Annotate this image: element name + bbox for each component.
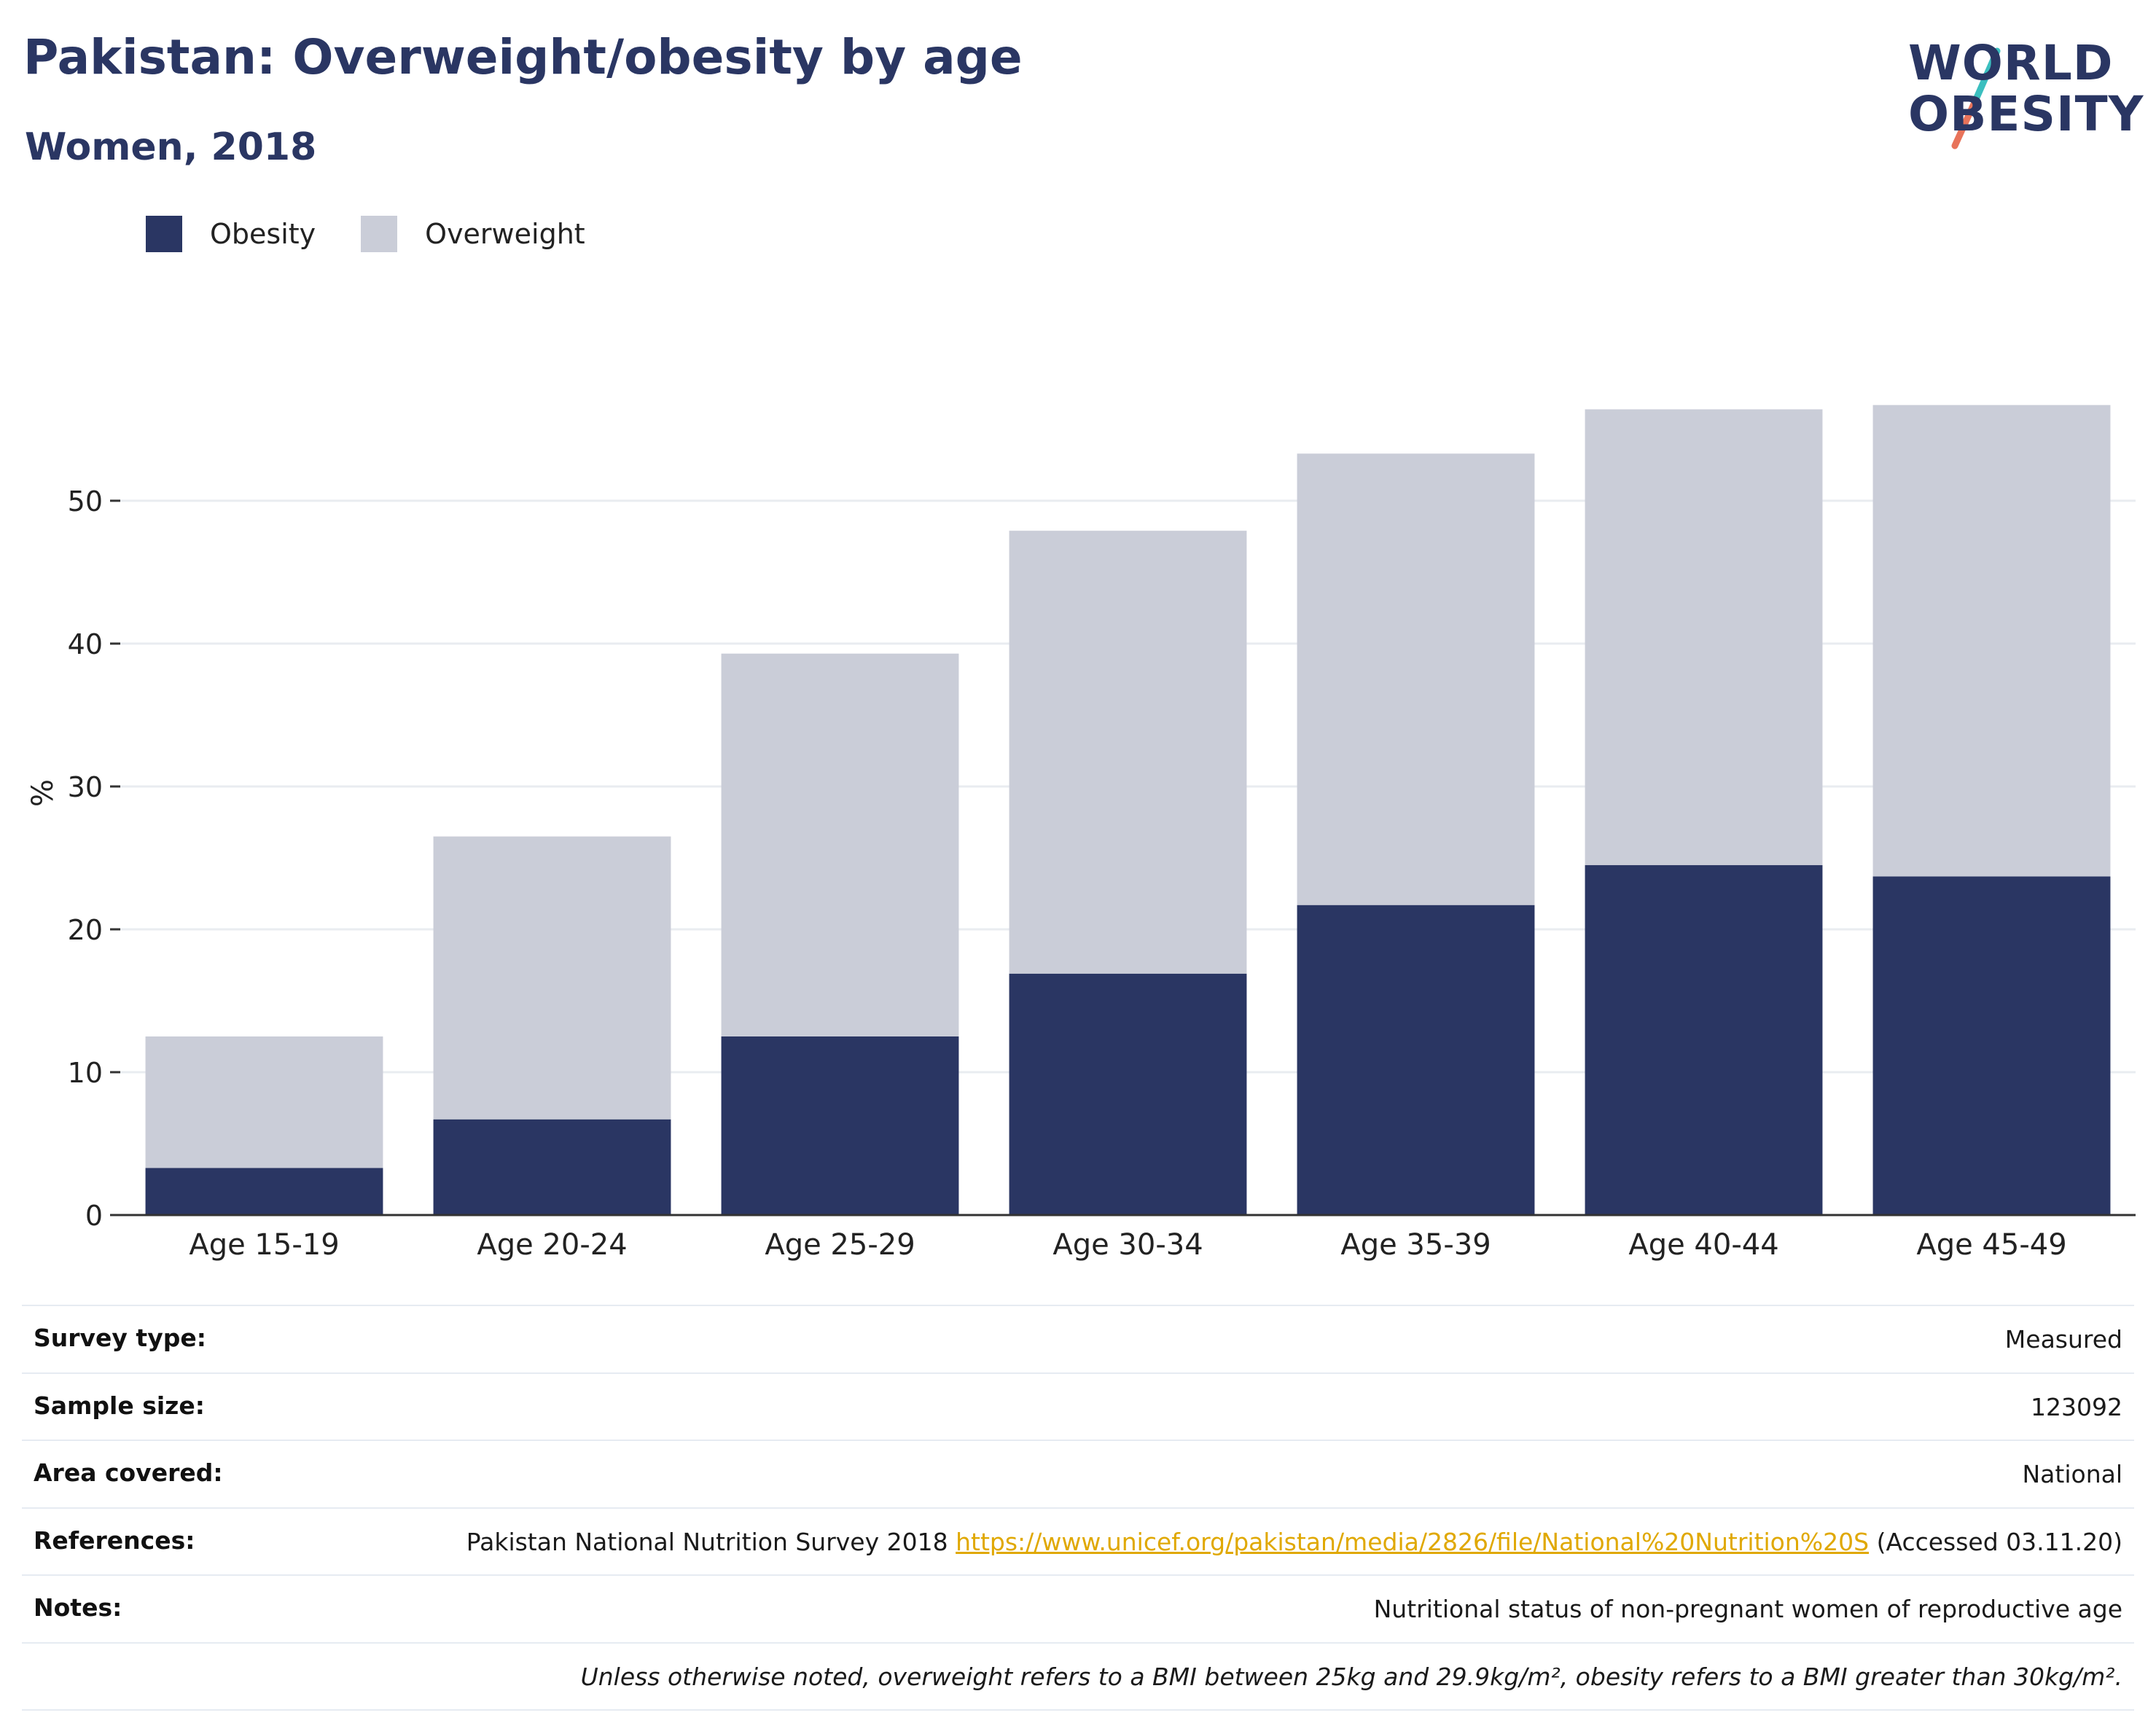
bars [145, 405, 2111, 1215]
info-key: Area covered: [34, 1458, 223, 1488]
bar-obesity-1 [145, 1168, 383, 1215]
info-row-area-covered: Area covered: National [22, 1440, 2134, 1507]
y-tick-label: 0 [85, 1200, 103, 1232]
info-row-references: References: Pakistan National Nutrition … [22, 1507, 2134, 1575]
x-tick-label: Age 30-34 [1052, 1228, 1203, 1262]
info-value: 123092 [2031, 1392, 2122, 1421]
bar-obesity-4 [1009, 973, 1247, 1215]
page-title: Pakistan: Overweight/obesity by age [23, 29, 1023, 85]
info-row-footnote: Unless otherwise noted, overweight refer… [22, 1641, 2134, 1711]
info-key: References: [34, 1526, 195, 1555]
logo-text-world: WORLD [1908, 35, 2114, 91]
bar-overweight-3 [721, 653, 959, 1036]
bmi-footnote: Unless otherwise noted, overweight refer… [580, 1662, 2122, 1691]
info-row-notes: Notes: Nutritional status of non-pregnan… [22, 1574, 2134, 1642]
legend-label-overweight: Overweight [425, 218, 585, 250]
bar-obesity-5 [1297, 905, 1535, 1215]
reference-title: Pakistan National Nutrition Survey 2018 [466, 1527, 948, 1556]
bar-obesity-6 [1585, 864, 1823, 1215]
x-tick-label: Age 25-29 [765, 1228, 915, 1262]
bar-overweight-7 [1872, 405, 2111, 877]
x-tick-label: Age 35-39 [1340, 1228, 1491, 1262]
logo-text-obesity: OBESITY [1908, 86, 2144, 142]
info-value: Nutritional status of non-pregnant women… [1373, 1595, 2122, 1624]
y-tick-label: 20 [68, 914, 103, 946]
bar-obesity-2 [433, 1119, 671, 1215]
chart-legend: Obesity Overweight [146, 216, 630, 252]
y-tick-label: 50 [68, 485, 103, 518]
reference-accessed: (Accessed 03.11.20) [1876, 1527, 2122, 1556]
bar-obesity-7 [1872, 876, 2111, 1215]
survey-info-table: Survey type: Measured Sample size: 12309… [22, 1305, 2134, 1711]
y-tick-label: 30 [68, 771, 103, 803]
stacked-bar-chart: 0 10 20 30 40 50 Age 15-19 Age 20-24 Age 25-29 Ag… [26, 405, 2136, 1262]
info-key: Sample size: [34, 1391, 205, 1420]
info-key: Notes: [34, 1593, 122, 1622]
bar-overweight-4 [1009, 531, 1247, 974]
y-tick-label: 10 [68, 1057, 103, 1089]
x-tick-label: Age 45-49 [1916, 1228, 2066, 1262]
world-obesity-logo: WORLD OBESITY [1895, 22, 2143, 153]
info-key: Survey type: [34, 1324, 206, 1352]
legend-item-overweight[interactable]: Overweight [361, 216, 585, 252]
bar-overweight-5 [1297, 453, 1535, 905]
references-value: Pakistan National Nutrition Survey 2018 … [466, 1526, 2122, 1559]
bar-overweight-6 [1585, 409, 1823, 865]
x-tick-label: Age 20-24 [477, 1228, 627, 1262]
bar-overweight-1 [145, 1036, 383, 1168]
info-value: National [2022, 1460, 2122, 1489]
axes: 0 10 20 30 40 50 Age 15-19 Age 20-24 Age 25-29 Ag… [68, 485, 2136, 1262]
bar-overweight-2 [433, 836, 671, 1120]
legend-label-obesity: Obesity [210, 218, 316, 250]
y-tick-label: 40 [68, 628, 103, 660]
bar-obesity-3 [721, 1036, 959, 1215]
legend-swatch-overweight [361, 216, 398, 252]
logo-slash-icon [1951, 47, 2001, 149]
info-row-sample-size: Sample size: 123092 [22, 1372, 2134, 1440]
page-subtitle: Women, 2018 [25, 125, 317, 169]
legend-item-obesity[interactable]: Obesity [146, 216, 316, 252]
x-tick-label: Age 15-19 [189, 1228, 339, 1262]
y-axis-label: % [26, 779, 60, 807]
info-value: Measured [2004, 1325, 2122, 1354]
legend-swatch-obesity [146, 216, 182, 252]
reference-link[interactable]: https://www.unicef.org/pakistan/media/28… [956, 1527, 1870, 1556]
x-tick-label: Age 40-44 [1628, 1228, 1778, 1262]
info-row-survey-type: Survey type: Measured [22, 1305, 2134, 1372]
